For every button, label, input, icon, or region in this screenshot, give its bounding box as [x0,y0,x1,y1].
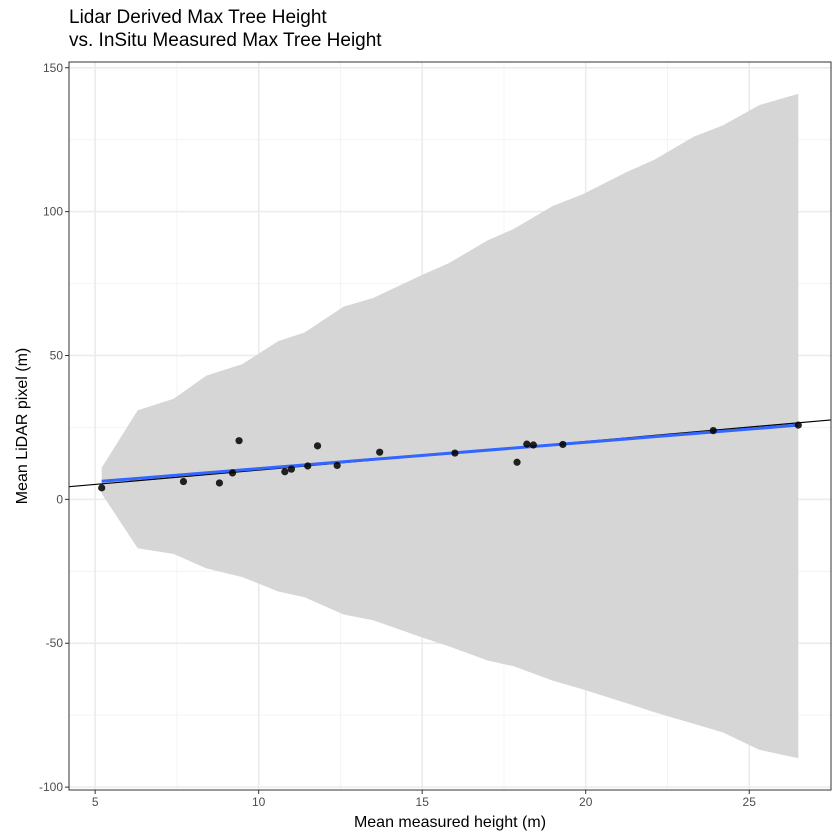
data-point [235,437,243,445]
y-tick-label: -50 [46,636,64,650]
data-point [228,469,237,477]
confidence-ribbon [101,93,799,759]
data-point [304,462,312,470]
chart-title: Lidar Derived Max Tree Height vs. InSitu… [69,6,382,52]
data-point [215,479,224,487]
data-point [794,421,802,429]
data-point [513,458,521,466]
x-tick-label: 25 [743,795,757,809]
y-tick-label: 150 [43,61,63,75]
data-point [709,427,717,435]
confidence-band [101,93,799,759]
data-point [451,449,459,457]
fit-lines [68,419,832,488]
data-point [333,461,341,470]
plot-panel-border [68,61,832,791]
y-tick-label: -100 [39,780,63,794]
x-tick-label: 5 [92,795,99,809]
y-tick-label: 50 [50,349,64,363]
axis-ticks: 5 10 15 20 25 -100 -50 0 50 100 150 [39,61,756,809]
chart-title-line-1: Lidar Derived Max Tree Height [69,7,327,28]
data-point [559,440,567,449]
data-point [313,442,322,450]
x-axis-label: Mean measured height (m) [354,814,546,831]
data-point [529,441,537,449]
y-tick-label: 0 [56,492,63,506]
data-points [98,421,802,492]
regression-line [101,423,799,483]
data-point [179,477,188,486]
x-tick-label: 20 [579,795,593,809]
data-point [281,468,289,476]
y-tick-label: 100 [43,205,63,219]
data-point [376,448,384,456]
data-point [287,465,295,473]
x-tick-label: 15 [416,795,430,809]
y-axis-label: Mean LiDAR pixel (m) [14,348,31,504]
data-point [98,484,106,492]
chart-title-line-2: vs. InSitu Measured Max Tree Height [69,30,382,51]
data-point [523,440,531,448]
x-tick-label: 10 [252,795,266,809]
